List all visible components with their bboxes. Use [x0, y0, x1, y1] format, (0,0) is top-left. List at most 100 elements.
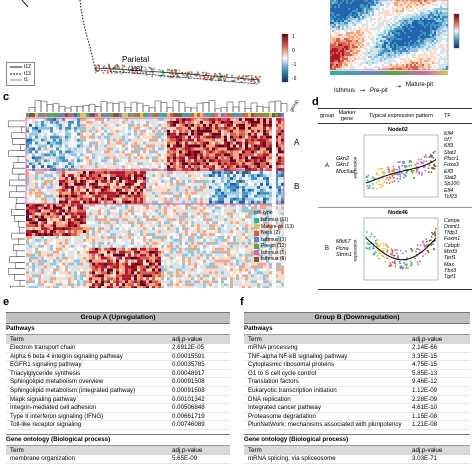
- heatmap-cell: [438, 10, 440, 12]
- heatmap-cell: [176, 185, 179, 189]
- heatmap-cell: [185, 132, 188, 136]
- heatmap-cell: [442, 24, 444, 26]
- heatmap-cell: [119, 162, 122, 166]
- heatmap-cell: [257, 194, 260, 198]
- heatmap-cell: [59, 123, 62, 127]
- heatmap-cell: [62, 135, 65, 139]
- heatmap-cell: [122, 153, 125, 157]
- celltype-strip-cell: [134, 113, 137, 117]
- heatmap-cell: [152, 200, 155, 204]
- heatmap-cell: [35, 141, 38, 145]
- heatmap-cell: [197, 197, 200, 201]
- heatmap-cell: [438, 38, 440, 40]
- heatmap-cell: [110, 191, 113, 195]
- dendrogram-branch: [13, 244, 25, 252]
- heatmap-cell: [434, 30, 436, 32]
- heatmap-cell: [366, 24, 368, 26]
- heatmap-cell: [257, 171, 260, 175]
- heatmap-cell: [438, 42, 440, 44]
- heatmap-cell: [44, 147, 47, 151]
- heatmap-cell: [263, 174, 266, 178]
- heatmap-cell: [446, 46, 448, 48]
- heatmap-cell: [62, 132, 65, 136]
- heatmap-cell: [428, 50, 430, 52]
- celltype-strip-cell: [260, 113, 263, 117]
- scatter-point: [121, 67, 124, 69]
- heatmap-cell: [119, 144, 122, 148]
- heatmap-cell: [376, 42, 378, 44]
- heatmap-cell: [134, 138, 137, 142]
- heatmap-cell: [424, 32, 426, 34]
- heatmap-cell: [71, 135, 74, 139]
- heatmap-cell: [376, 44, 378, 46]
- heatmap-cell: [334, 18, 336, 20]
- heatmap-cell: [251, 120, 254, 124]
- heatmap-cell: [281, 191, 284, 195]
- heatmap-cell: [332, 44, 334, 46]
- heatmap-cell: [143, 197, 146, 201]
- heatmap-cell: [426, 22, 428, 24]
- heatmap-cell: [77, 129, 80, 133]
- heatmap-cell: [266, 182, 269, 186]
- time-legend-item: t13: [24, 70, 31, 77]
- heatmap-cell: [426, 4, 428, 6]
- heatmap-cell: [122, 138, 125, 142]
- heatmap-cell: [446, 28, 448, 30]
- heatmap-cell: [185, 123, 188, 127]
- heatmap-cell: [212, 171, 215, 175]
- heatmap-cell: [65, 120, 68, 124]
- heatmap-cell: [161, 153, 164, 157]
- heatmap-cell: [378, 24, 380, 26]
- heatmap-cell: [215, 194, 218, 198]
- heatmap-cell: [155, 191, 158, 195]
- heatmap-cell: [444, 2, 446, 4]
- heatmap-cell: [35, 129, 38, 133]
- heatmap-cell: [77, 185, 80, 189]
- heatmap-cell: [146, 197, 149, 201]
- scatter-point: [178, 69, 181, 72]
- heatmap-cell: [77, 194, 80, 198]
- heatmap-cell: [101, 165, 104, 169]
- heatmap-cell: [44, 153, 47, 157]
- heatmap-cell: [388, 10, 390, 12]
- heatmap-cell: [412, 64, 414, 66]
- heatmap-cell: [53, 197, 56, 201]
- heatmap-cell: [173, 194, 176, 198]
- heatmap-cell: [170, 191, 173, 195]
- heatmap-cell: [191, 177, 194, 180]
- heatmap-cell: [332, 62, 334, 64]
- heatmap-cell: [206, 126, 209, 130]
- heatmap-cell: [215, 156, 218, 160]
- heatmap-cell: [251, 135, 254, 139]
- heatmap-cell: [332, 54, 334, 56]
- heatmap-cell: [41, 126, 44, 130]
- heatmap-cell: [358, 0, 360, 2]
- time-legend-item: t12: [24, 64, 31, 70]
- heatmap-cell: [125, 177, 128, 180]
- heatmap-cell: [266, 135, 269, 139]
- heatmap-cell: [242, 165, 245, 169]
- heatmap-cell: [173, 185, 176, 189]
- heatmap-cell: [366, 42, 368, 44]
- heatmap-cell: [358, 24, 360, 26]
- heatmap-cell: [434, 40, 436, 42]
- heatmap-cell: [152, 177, 155, 180]
- heatmap-cell: [380, 58, 382, 60]
- heatmap-cell: [332, 40, 334, 42]
- heatmap-cell: [98, 150, 101, 154]
- heatmap-cell: [164, 123, 167, 127]
- heatmap-cell: [197, 174, 200, 178]
- heatmap-cell: [418, 20, 420, 22]
- heatmap-cell: [80, 191, 83, 195]
- heatmap-cell: [221, 144, 224, 148]
- heatmap-cell: [137, 126, 140, 130]
- heatmap-cell: [50, 165, 53, 169]
- heatmap-cell: [116, 129, 119, 133]
- heatmap-cell: [400, 12, 402, 14]
- heatmap-cell: [248, 156, 251, 160]
- heatmap-cell: [86, 191, 89, 195]
- heatmap-cell: [396, 18, 398, 20]
- heatmap-cell: [444, 26, 446, 28]
- heatmap-cell: [212, 129, 215, 133]
- heatmap-cell: [352, 28, 354, 30]
